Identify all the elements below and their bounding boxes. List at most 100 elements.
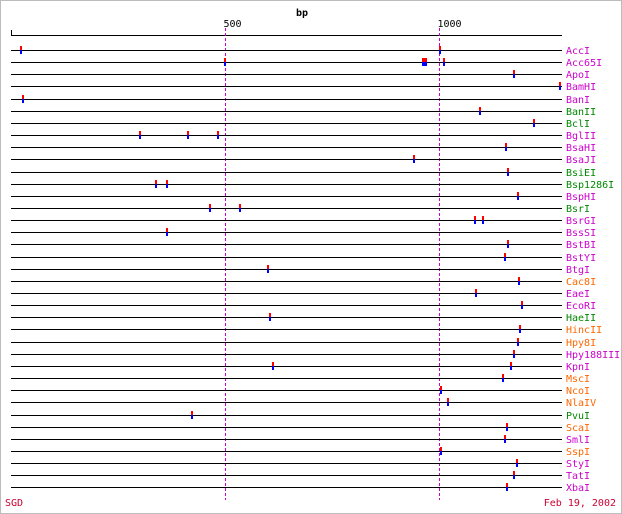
- site-marker: [166, 228, 168, 232]
- site-marker: [440, 451, 442, 455]
- enzyme-label: BsaJI: [566, 155, 596, 166]
- site-marker: [20, 46, 22, 50]
- site-marker: [209, 208, 211, 212]
- site-marker: [510, 362, 512, 366]
- site-marker: [439, 50, 441, 54]
- enzyme-label: Hpy8I: [566, 338, 596, 349]
- site-marker: [513, 350, 515, 354]
- enzyme-label: Cac8I: [566, 277, 596, 288]
- site-marker: [272, 362, 274, 366]
- axis-title: bp: [296, 8, 308, 19]
- enzyme-label: StyI: [566, 459, 590, 470]
- site-marker: [475, 293, 477, 297]
- site-marker: [504, 435, 506, 439]
- site-marker: [224, 58, 226, 62]
- site-marker: [422, 58, 424, 62]
- site-marker: [20, 50, 22, 54]
- site-marker: [482, 216, 484, 220]
- site-marker: [166, 184, 168, 188]
- site-marker: [191, 415, 193, 419]
- site-marker: [479, 111, 481, 115]
- site-marker: [517, 196, 519, 200]
- site-marker: [269, 313, 271, 317]
- tick-label-500: 500: [224, 19, 242, 30]
- site-marker: [447, 402, 449, 406]
- tick-label-1000: 1000: [438, 19, 462, 30]
- enzyme-label: Hpy188III: [566, 350, 620, 361]
- source-label: SGD: [5, 498, 24, 509]
- site-marker: [502, 374, 504, 378]
- site-marker: [517, 342, 519, 346]
- enzyme-label: KpnI: [566, 362, 590, 373]
- site-marker: [187, 135, 189, 139]
- enzyme-label: BamHI: [566, 82, 596, 93]
- enzyme-label: BstBI: [566, 240, 596, 251]
- enzyme-label: HaeII: [566, 313, 596, 324]
- enzyme-label: MscI: [566, 374, 590, 385]
- site-marker: [513, 471, 515, 475]
- site-marker: [506, 423, 508, 427]
- enzyme-label: HincII: [566, 325, 602, 336]
- site-marker: [559, 82, 561, 86]
- site-marker: [510, 366, 512, 370]
- site-marker: [440, 447, 442, 451]
- enzyme-label: Bsp1286I: [566, 180, 614, 191]
- site-marker: [191, 411, 193, 415]
- enzyme-label: BstYI: [566, 253, 596, 264]
- enzyme-label: BglII: [566, 131, 596, 142]
- site-marker: [513, 475, 515, 479]
- site-marker: [272, 366, 274, 370]
- site-marker: [269, 317, 271, 321]
- enzyme-label: BsrI: [566, 204, 590, 215]
- enzyme-label: BssSI: [566, 228, 596, 239]
- site-marker: [519, 329, 521, 333]
- site-marker: [513, 70, 515, 74]
- enzyme-label: BanI: [566, 95, 590, 106]
- site-marker: [502, 378, 504, 382]
- site-marker: [513, 74, 515, 78]
- enzyme-label: PvuI: [566, 411, 590, 422]
- site-marker: [425, 58, 427, 62]
- site-marker: [155, 184, 157, 188]
- site-marker: [504, 257, 506, 261]
- site-marker: [413, 159, 415, 163]
- site-marker: [267, 269, 269, 273]
- site-marker: [518, 277, 520, 281]
- enzyme-label: EcoRI: [566, 301, 596, 312]
- site-marker: [507, 240, 509, 244]
- site-marker: [521, 301, 523, 305]
- site-marker: [22, 95, 24, 99]
- date-label: Feb 19, 2002: [543, 498, 616, 509]
- site-marker: [447, 398, 449, 402]
- site-marker: [516, 459, 518, 463]
- site-marker: [559, 86, 561, 90]
- site-marker: [474, 220, 476, 224]
- site-marker: [513, 354, 515, 358]
- site-marker: [443, 58, 445, 62]
- site-marker: [217, 135, 219, 139]
- site-marker: [166, 232, 168, 236]
- enzyme-label: AccI: [566, 46, 590, 57]
- site-marker: [533, 123, 535, 127]
- site-marker: [239, 204, 241, 208]
- site-marker: [224, 62, 226, 66]
- site-marker: [155, 180, 157, 184]
- site-marker: [422, 62, 424, 66]
- enzyme-label: BanII: [566, 107, 596, 118]
- site-marker: [517, 338, 519, 342]
- site-marker: [425, 62, 427, 66]
- enzyme-label: BsiEI: [566, 168, 596, 179]
- site-marker: [139, 131, 141, 135]
- enzyme-label: NcoI: [566, 386, 590, 397]
- enzyme-label: ScaI: [566, 423, 590, 434]
- site-marker: [439, 46, 441, 50]
- enzyme-label: TatI: [566, 471, 590, 482]
- site-marker: [482, 220, 484, 224]
- site-marker: [22, 99, 24, 103]
- enzyme-label: BclI: [566, 119, 590, 130]
- site-marker: [166, 180, 168, 184]
- enzyme-label: Acc65I: [566, 58, 602, 69]
- site-marker: [440, 390, 442, 394]
- site-marker: [505, 147, 507, 151]
